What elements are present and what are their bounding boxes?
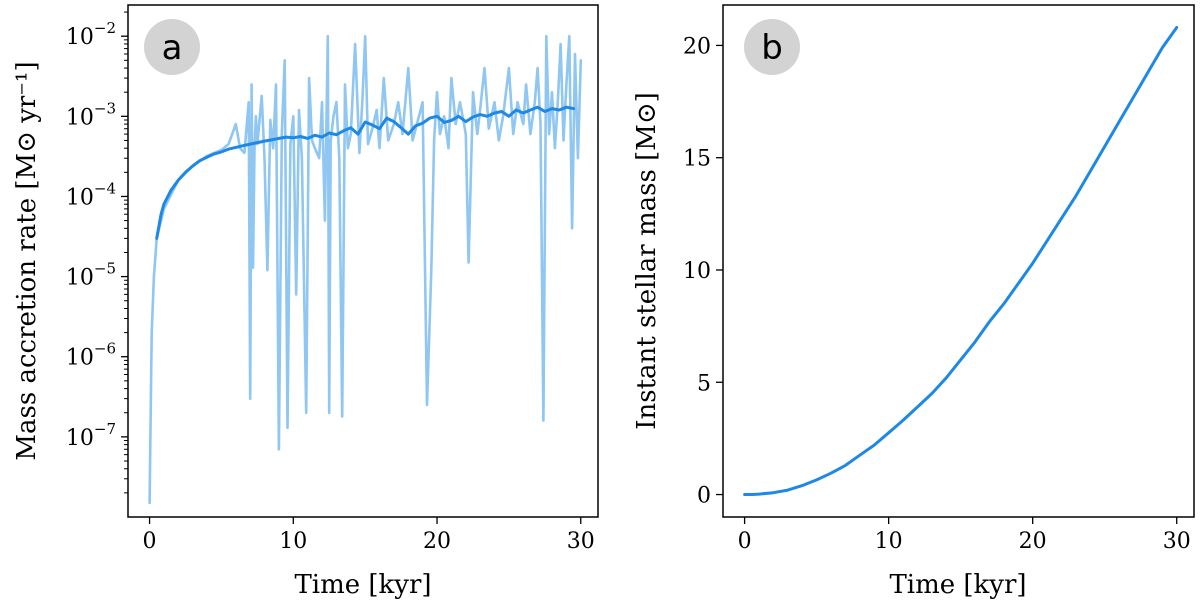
- y-tick-label: 5: [697, 371, 711, 396]
- panel-b-badge-circle: [744, 19, 800, 75]
- y-tick-label: 10−6: [66, 340, 116, 371]
- panel-b-y-axis-label: Instant stellar mass [M⊙]: [632, 92, 662, 430]
- y-tick-label: 15: [683, 147, 711, 172]
- accretion-rate-instant-line: [148, 34, 583, 505]
- panel-a-accretion-rate: 0 10 20 30 10−7 10−6 10−5 10−4 10−3 10−2 a Time […: [12, 4, 599, 600]
- x-tick-label: 30: [1163, 529, 1191, 554]
- x-tick-label: 10: [279, 529, 307, 554]
- panel-a-plot-area: [148, 34, 583, 505]
- accretion-rate-smoothed-line: [155, 105, 576, 240]
- y-tick-label: 10: [683, 259, 711, 284]
- panel-a-badge-circle: [144, 19, 200, 75]
- y-tick-label: 10−7: [66, 420, 116, 451]
- panel-b-badge: b: [744, 19, 800, 75]
- y-tick-label: 10−4: [66, 179, 116, 210]
- panel-b-x-axis-label: Time [kyr]: [889, 570, 1026, 600]
- x-tick-label: 10: [875, 529, 903, 554]
- panel-b-badge-label: b: [761, 28, 783, 68]
- y-tick-label: 10−3: [66, 99, 116, 130]
- x-tick-label: 20: [423, 529, 451, 554]
- panel-b-stellar-mass: 0 10 20 30 0 5 10 15 20 b Time [kyr] Instant ste…: [632, 4, 1195, 600]
- panel-a-x-axis-label: Time [kyr]: [294, 570, 431, 600]
- panel-a-badge: a: [144, 19, 200, 75]
- x-tick-label: 0: [738, 529, 752, 554]
- panel-b-axes: 0 10 20 30 0 5 10 15 20: [683, 34, 1191, 554]
- panel-a-y-axis-label: Mass accretion rate [M⊙ yr⁻¹]: [12, 61, 42, 460]
- panel-b-plot-area: [743, 26, 1179, 496]
- y-tick-label: 0: [697, 484, 711, 509]
- y-tick-label: 10−2: [66, 19, 116, 50]
- panel-a-frame: [127, 4, 599, 518]
- x-tick-label: 20: [1019, 529, 1047, 554]
- x-tick-label: 30: [567, 529, 595, 554]
- y-tick-label: 10−5: [66, 260, 116, 291]
- panel-b-frame: [722, 4, 1195, 518]
- x-tick-label: 0: [143, 529, 157, 554]
- panel-a-badge-label: a: [162, 28, 183, 68]
- panel-a-axes: 0 10 20 30 10−7 10−6 10−5 10−4 10−3 10−2: [66, 11, 595, 554]
- y-tick-label: 20: [683, 34, 711, 59]
- stellar-mass-line: [743, 26, 1179, 496]
